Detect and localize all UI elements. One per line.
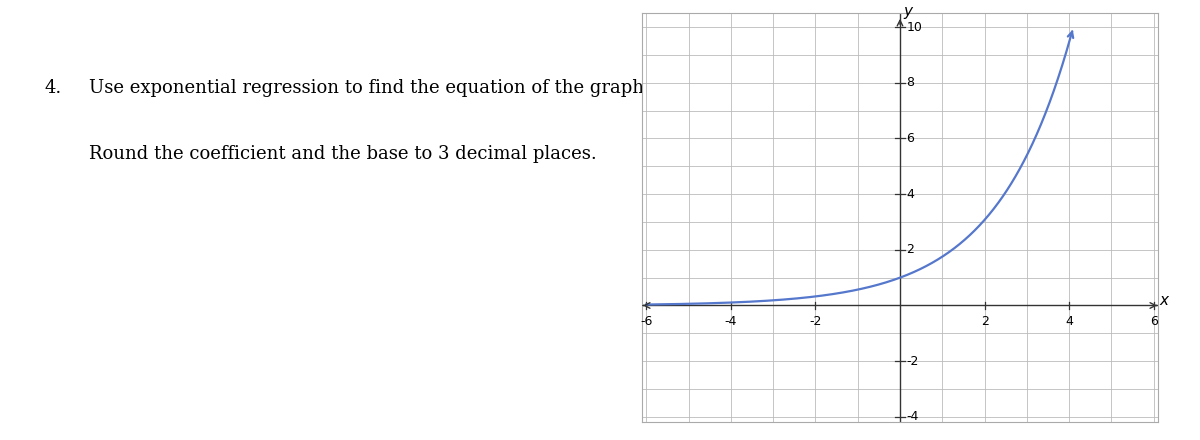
Text: 4.: 4. bbox=[44, 79, 61, 97]
Text: 8: 8 bbox=[906, 76, 914, 89]
Text: -6: -6 bbox=[640, 315, 653, 328]
Text: -2: -2 bbox=[906, 355, 919, 368]
Text: -4: -4 bbox=[725, 315, 737, 328]
Text: 4: 4 bbox=[1066, 315, 1073, 328]
Text: Round the coefficient and the base to 3 decimal places.: Round the coefficient and the base to 3 … bbox=[89, 145, 596, 163]
Text: -4: -4 bbox=[906, 411, 919, 423]
Text: 2: 2 bbox=[980, 315, 989, 328]
Text: 10: 10 bbox=[906, 21, 923, 33]
Text: 2: 2 bbox=[906, 243, 914, 257]
Text: Use exponential regression to find the equation of the graph shown.: Use exponential regression to find the e… bbox=[89, 79, 714, 97]
Text: 6: 6 bbox=[906, 132, 914, 145]
Text: -2: -2 bbox=[809, 315, 822, 328]
Text: x: x bbox=[1160, 293, 1169, 308]
Text: y: y bbox=[904, 4, 912, 19]
Text: 4: 4 bbox=[906, 187, 914, 201]
Text: 6: 6 bbox=[1150, 315, 1158, 328]
